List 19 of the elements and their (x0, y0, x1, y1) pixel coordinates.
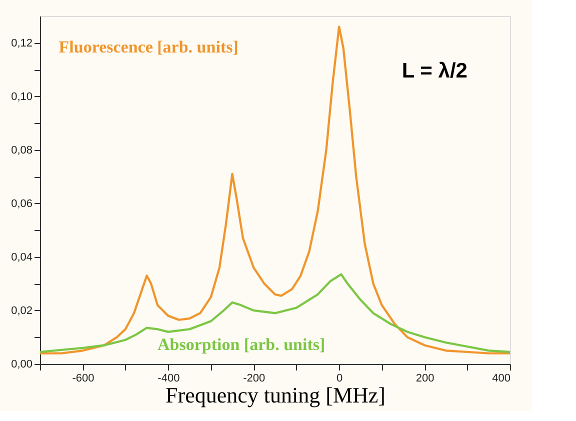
x-tick-label: -400 (158, 372, 180, 384)
x-tick-label: 200 (416, 372, 434, 384)
y-tick-label: 0,02 (11, 304, 32, 317)
y-tick-label: 0,00 (11, 358, 32, 370)
line-series (38, 273, 512, 354)
text: Fluorescence [arb. units] (58, 37, 238, 56)
y-tick-label: 0,12 (11, 37, 32, 50)
x-tick-label: 0 (336, 372, 343, 384)
series-label: Absorption [arb. units] (158, 334, 326, 354)
annotation: L = λ/2 (402, 60, 468, 83)
x-tick-label: -200 (243, 372, 266, 384)
y-tick-label: 0,10 (11, 90, 32, 103)
y-tick-label: 0,08 (11, 144, 32, 156)
x-tick-label: 400 (492, 372, 510, 384)
x-axis-title: Frequency tuning [MHz] (166, 382, 386, 408)
y-tick-label: 0,04 (11, 251, 32, 264)
x-tick-label: -600 (72, 372, 94, 384)
line-series (38, 26, 512, 354)
y-tick-label: 0,06 (11, 198, 32, 210)
